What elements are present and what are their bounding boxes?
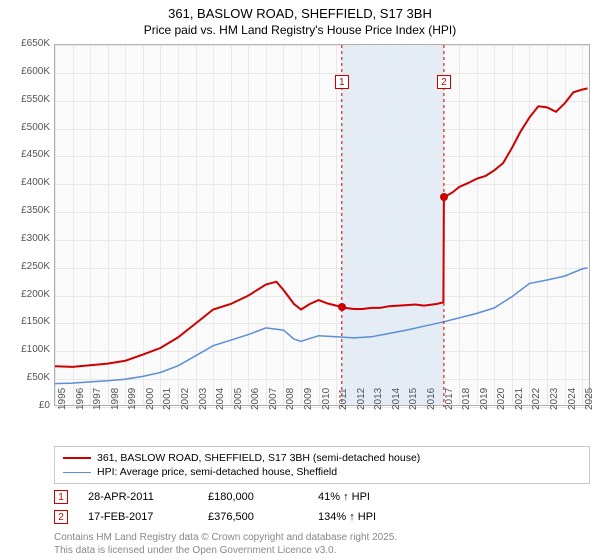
- chart-title-line2: Price paid vs. HM Land Registry's House …: [0, 23, 600, 43]
- annotation-marker-2: 2: [54, 510, 68, 524]
- x-tick-label: 2015: [408, 388, 419, 410]
- annotation-price-2: £376,500: [208, 511, 298, 523]
- x-tick-label: 2019: [479, 388, 490, 410]
- legend-swatch-hpi: [63, 472, 91, 473]
- x-tick-label: 2001: [162, 388, 173, 410]
- x-tick-label: 1995: [57, 388, 68, 410]
- y-tick-label: £450K: [0, 149, 50, 160]
- y-tick-label: £600K: [0, 66, 50, 77]
- annotation-marker-1: 1: [54, 490, 68, 504]
- chart-lines: [55, 45, 591, 407]
- x-tick-label: 1996: [75, 388, 86, 410]
- legend: 361, BASLOW ROAD, SHEFFIELD, S17 3BH (se…: [54, 446, 590, 484]
- y-tick-label: £100K: [0, 344, 50, 355]
- sale-point-dot: [440, 193, 448, 201]
- x-tick-label: 2000: [145, 388, 156, 410]
- hpi-line: [55, 268, 588, 384]
- y-tick-label: £0: [0, 400, 50, 411]
- annotation-price-1: £180,000: [208, 491, 298, 503]
- x-tick-label: 2008: [285, 388, 296, 410]
- x-tick-label: 2007: [268, 388, 279, 410]
- x-tick-label: 2023: [549, 388, 560, 410]
- chart-area: 12 £0£50K£100K£150K£200K£250K£300K£350K£…: [54, 44, 590, 406]
- legend-label-hpi: HPI: Average price, semi-detached house,…: [97, 466, 337, 478]
- x-tick-label: 2003: [198, 388, 209, 410]
- y-tick-label: £550K: [0, 94, 50, 105]
- x-tick-label: 2004: [215, 388, 226, 410]
- y-tick-label: £50K: [0, 372, 50, 383]
- x-tick-label: 2012: [356, 388, 367, 410]
- x-tick-label: 2011: [338, 388, 349, 410]
- x-tick-label: 2025: [584, 388, 595, 410]
- y-tick-label: £200K: [0, 289, 50, 300]
- y-tick-label: £500K: [0, 122, 50, 133]
- x-tick-label: 2022: [531, 388, 542, 410]
- y-tick-label: £350K: [0, 205, 50, 216]
- x-tick-label: 2010: [321, 388, 332, 410]
- chart-title-line1: 361, BASLOW ROAD, SHEFFIELD, S17 3BH: [0, 0, 600, 23]
- y-tick-label: £300K: [0, 233, 50, 244]
- x-tick-label: 2020: [496, 388, 507, 410]
- footer-line1: Contains HM Land Registry data © Crown c…: [54, 532, 590, 545]
- property-line: [55, 88, 588, 367]
- x-tick-label: 2021: [514, 388, 525, 410]
- x-tick-label: 2005: [233, 388, 244, 410]
- annotation-date-1: 28-APR-2011: [88, 491, 188, 503]
- plot-area: 12: [54, 44, 590, 406]
- sale-marker-box: 1: [335, 75, 349, 89]
- y-tick-label: £400K: [0, 177, 50, 188]
- annotation-delta-2: 134% ↑ HPI: [318, 511, 376, 523]
- x-tick-label: 2017: [444, 388, 455, 410]
- y-tick-label: £150K: [0, 316, 50, 327]
- x-tick-label: 1997: [92, 388, 103, 410]
- sale-marker-box: 2: [437, 75, 451, 89]
- x-tick-label: 1998: [110, 388, 121, 410]
- y-tick-label: £250K: [0, 261, 50, 272]
- legend-label-property: 361, BASLOW ROAD, SHEFFIELD, S17 3BH (se…: [97, 452, 420, 464]
- footer-line2: This data is licensed under the Open Gov…: [54, 545, 590, 558]
- x-tick-label: 1999: [127, 388, 138, 410]
- legend-swatch-property: [63, 457, 91, 459]
- x-tick-label: 2024: [567, 388, 578, 410]
- annotation-row-1: 1 28-APR-2011 £180,000 41% ↑ HPI: [54, 490, 590, 504]
- x-tick-label: 2009: [303, 388, 314, 410]
- x-tick-label: 2006: [250, 388, 261, 410]
- annotation-date-2: 17-FEB-2017: [88, 511, 188, 523]
- x-tick-label: 2013: [373, 388, 384, 410]
- sale-point-dot: [338, 303, 346, 311]
- footer-text: Contains HM Land Registry data © Crown c…: [54, 532, 590, 557]
- legend-item-property: 361, BASLOW ROAD, SHEFFIELD, S17 3BH (se…: [63, 451, 581, 465]
- legend-item-hpi: HPI: Average price, semi-detached house,…: [63, 465, 581, 479]
- x-tick-label: 2002: [180, 388, 191, 410]
- x-tick-label: 2016: [426, 388, 437, 410]
- y-tick-label: £650K: [0, 38, 50, 49]
- annotation-delta-1: 41% ↑ HPI: [318, 491, 370, 503]
- annotation-row-2: 2 17-FEB-2017 £376,500 134% ↑ HPI: [54, 510, 590, 524]
- x-tick-label: 2014: [391, 388, 402, 410]
- x-tick-label: 2018: [461, 388, 472, 410]
